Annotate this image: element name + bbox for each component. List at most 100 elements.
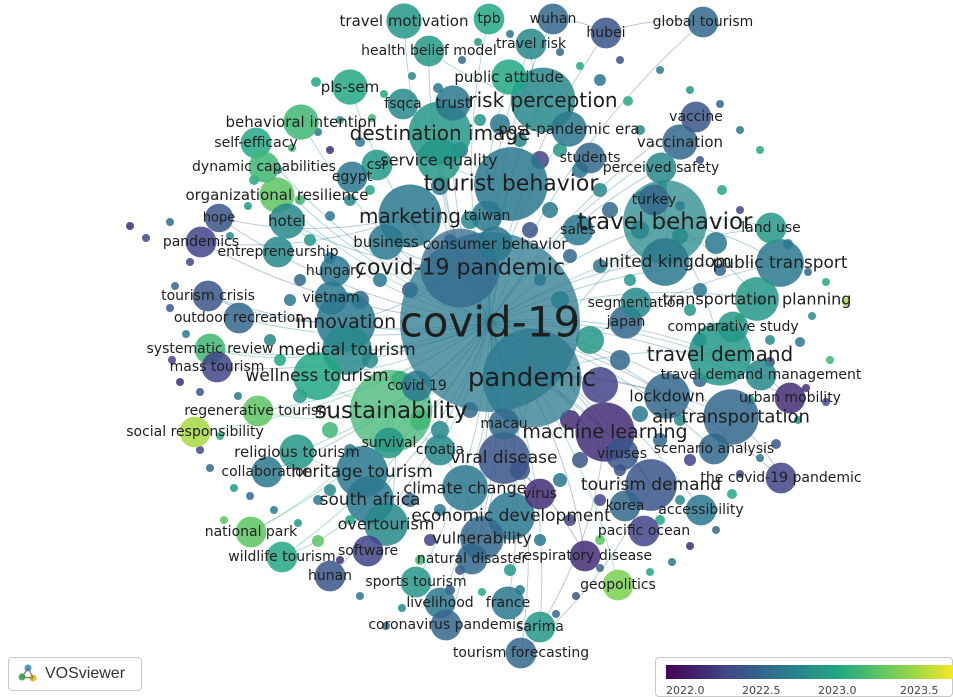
- term-label[interactable]: coronavirus pandemic: [368, 617, 523, 633]
- term-node[interactable]: [717, 311, 749, 343]
- term-label[interactable]: trust: [435, 94, 470, 112]
- term-label[interactable]: climate change: [403, 479, 526, 498]
- term-node[interactable]: [326, 146, 334, 154]
- term-node[interactable]: [478, 432, 530, 484]
- term-node[interactable]: [368, 224, 404, 260]
- term-node[interactable]: [563, 249, 577, 263]
- term-node[interactable]: [380, 90, 388, 98]
- term-node[interactable]: [576, 326, 604, 354]
- term-node[interactable]: [635, 125, 645, 135]
- term-node[interactable]: [756, 146, 764, 154]
- term-node[interactable]: [572, 592, 580, 600]
- term-node[interactable]: [400, 566, 432, 598]
- term-label[interactable]: travel behavior: [578, 209, 754, 235]
- term-node[interactable]: [802, 384, 810, 392]
- term-node[interactable]: [560, 410, 580, 430]
- term-node[interactable]: [325, 211, 335, 221]
- term-node[interactable]: [644, 373, 690, 419]
- term-node[interactable]: [482, 328, 582, 428]
- term-node[interactable]: [473, 3, 505, 35]
- term-label[interactable]: public transport: [712, 253, 847, 273]
- term-node[interactable]: [609, 490, 641, 522]
- term-node[interactable]: [234, 392, 242, 400]
- term-node[interactable]: [524, 611, 556, 643]
- term-node[interactable]: [596, 564, 604, 572]
- term-node[interactable]: [822, 278, 830, 286]
- term-node[interactable]: [515, 28, 547, 60]
- term-label[interactable]: croatia: [416, 442, 464, 458]
- term-node[interactable]: [687, 6, 719, 38]
- term-node[interactable]: [620, 287, 652, 319]
- term-node[interactable]: [745, 359, 777, 391]
- term-node[interactable]: [365, 185, 375, 195]
- term-label[interactable]: overtourism: [338, 515, 435, 534]
- term-node[interactable]: [826, 356, 834, 364]
- term-label[interactable]: pandemics: [163, 234, 239, 250]
- term-node[interactable]: [324, 484, 336, 496]
- term-node[interactable]: [270, 506, 278, 514]
- term-label[interactable]: destination image: [350, 121, 531, 145]
- term-node[interactable]: [593, 183, 607, 197]
- term-node[interactable]: [717, 185, 727, 195]
- term-label[interactable]: scenario analysis: [654, 441, 774, 457]
- term-node[interactable]: [505, 637, 537, 669]
- term-node[interactable]: [693, 283, 707, 297]
- term-node[interactable]: [274, 354, 286, 366]
- term-label[interactable]: software: [338, 543, 398, 559]
- term-node[interactable]: [646, 568, 654, 576]
- term-node[interactable]: [226, 232, 234, 240]
- term-node[interactable]: [684, 454, 696, 466]
- term-label[interactable]: south africa: [320, 490, 421, 510]
- term-node[interactable]: [355, 137, 365, 147]
- term-node[interactable]: [293, 352, 341, 400]
- term-label[interactable]: religious tourism: [234, 443, 360, 461]
- term-node[interactable]: [534, 534, 546, 546]
- term-node[interactable]: [490, 114, 510, 134]
- term-label[interactable]: taiwan: [464, 208, 511, 224]
- term-node[interactable]: [284, 294, 296, 306]
- term-node[interactable]: [336, 161, 368, 193]
- term-node[interactable]: [488, 408, 520, 440]
- term-node[interactable]: [216, 432, 224, 440]
- term-node[interactable]: [304, 234, 316, 246]
- term-node[interactable]: [171, 282, 179, 290]
- term-label[interactable]: united kingdom: [598, 252, 731, 272]
- term-node[interactable]: [491, 59, 527, 95]
- term-label[interactable]: students: [560, 150, 621, 166]
- term-node[interactable]: [179, 416, 211, 448]
- term-node[interactable]: [192, 280, 224, 312]
- term-node[interactable]: [537, 3, 569, 35]
- term-label[interactable]: hubei: [586, 25, 625, 41]
- term-node[interactable]: [616, 56, 624, 64]
- term-label[interactable]: pacific ocean: [598, 523, 690, 539]
- term-label[interactable]: hope: [203, 211, 235, 226]
- term-node[interactable]: [474, 38, 482, 46]
- term-node[interactable]: [564, 514, 576, 526]
- term-node[interactable]: [696, 156, 704, 164]
- term-node[interactable]: [166, 304, 174, 312]
- term-label[interactable]: entrepreneurship: [217, 244, 338, 260]
- term-node[interactable]: [424, 434, 456, 466]
- term-node[interactable]: [401, 370, 433, 402]
- term-label[interactable]: self-efficacy: [214, 135, 297, 151]
- term-label[interactable]: france: [486, 595, 530, 611]
- term-node[interactable]: [680, 101, 712, 133]
- term-node[interactable]: [686, 86, 694, 94]
- term-label[interactable]: sarima: [516, 619, 564, 635]
- term-label[interactable]: pandemic: [468, 363, 596, 393]
- term-node[interactable]: [240, 127, 272, 159]
- term-label[interactable]: segmentation: [588, 295, 685, 311]
- term-label[interactable]: national park: [205, 524, 298, 540]
- term-node[interactable]: [294, 274, 306, 286]
- term-label[interactable]: vietnam: [302, 290, 359, 306]
- term-node[interactable]: [774, 382, 806, 414]
- term-label[interactable]: turkey: [632, 192, 677, 208]
- term-label[interactable]: vulnerability: [432, 529, 532, 548]
- term-label[interactable]: korea: [606, 498, 645, 514]
- term-label[interactable]: risk perception: [468, 88, 617, 112]
- term-label[interactable]: mass tourism: [170, 359, 265, 375]
- term-node[interactable]: [435, 85, 471, 121]
- term-node[interactable]: [595, 535, 605, 545]
- term-label[interactable]: fsqca: [384, 96, 421, 112]
- term-node[interactable]: [686, 542, 694, 550]
